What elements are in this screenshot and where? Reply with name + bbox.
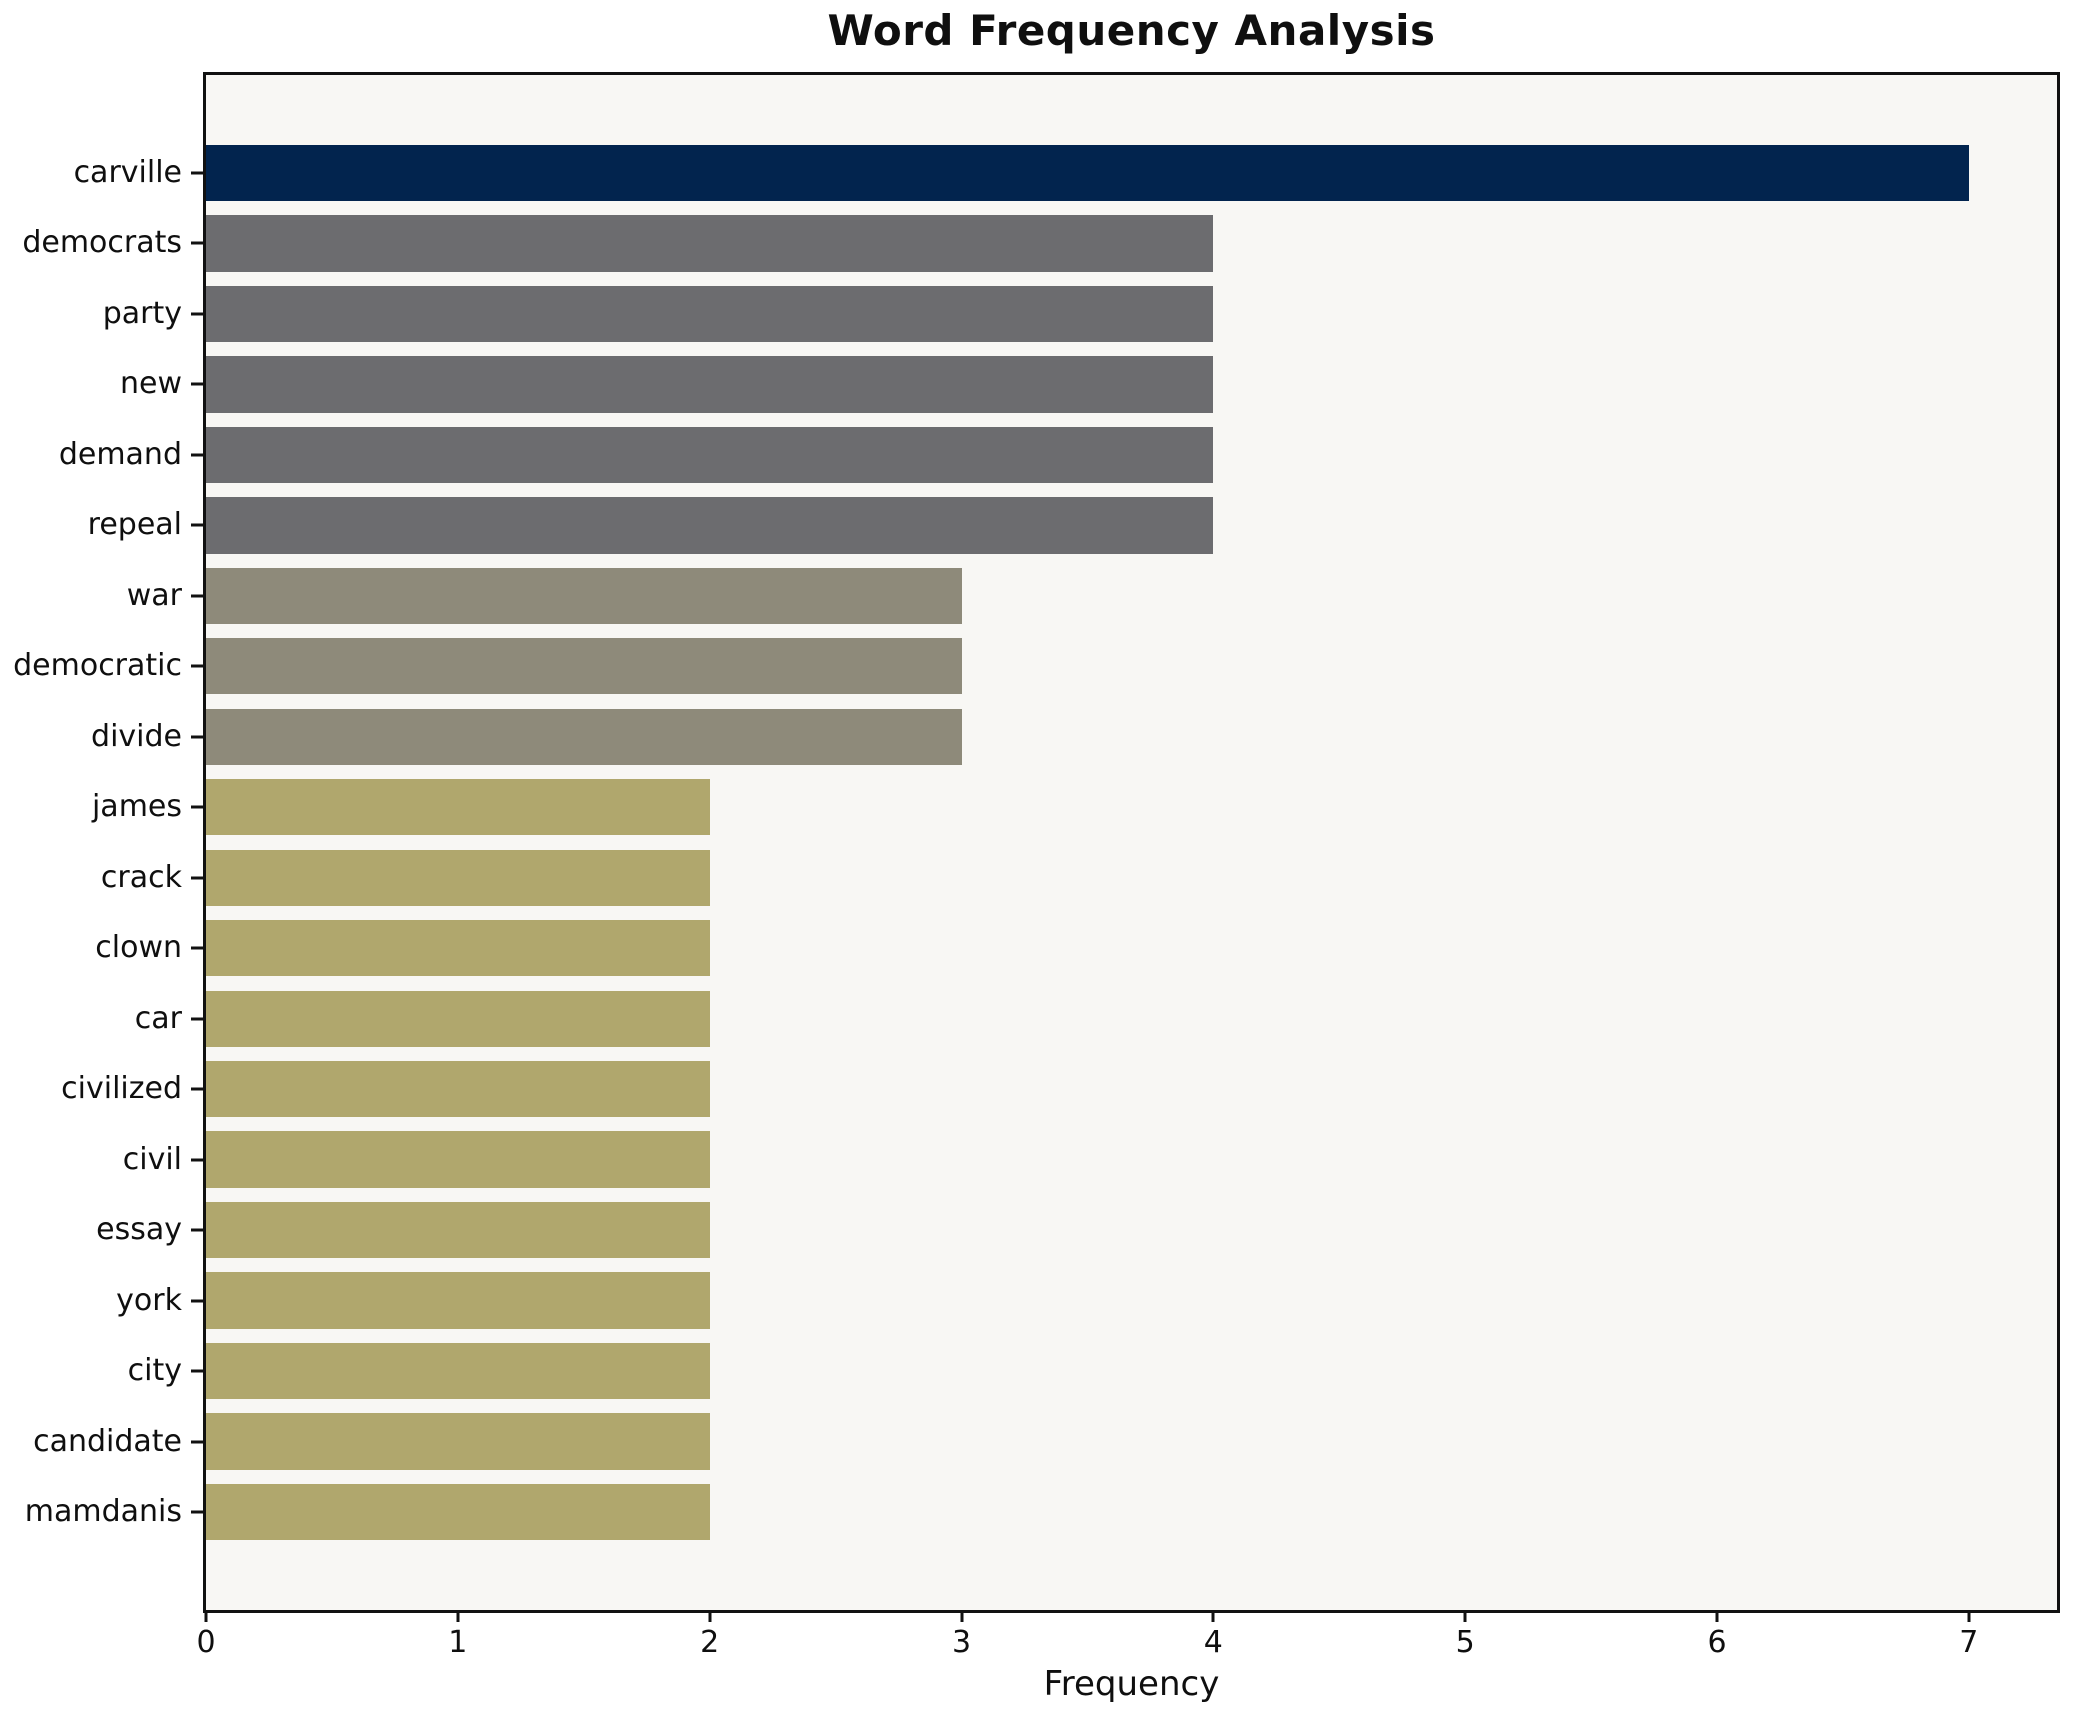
plot-area: carville democrats party new demand repeal war… — [13, 72, 2060, 1658]
bar — [206, 1342, 710, 1400]
bar — [206, 708, 962, 765]
bar — [206, 1060, 710, 1118]
y-tick-mark — [191, 1510, 203, 1514]
bar — [206, 1201, 710, 1259]
y-tick-label: democratic — [13, 648, 182, 684]
y-tick-label: democrats — [22, 225, 182, 261]
y-tick-label: carville — [73, 154, 182, 190]
y-tick-mark — [191, 1299, 203, 1303]
bar — [206, 779, 710, 836]
y-tick-label: divide — [91, 718, 182, 754]
x-tick-label: 0 — [196, 1625, 216, 1660]
x-tick-label: 3 — [951, 1625, 972, 1660]
y-tick-label: clown — [95, 930, 182, 966]
bar — [206, 215, 1214, 272]
y-tick-mark — [191, 1228, 203, 1232]
y-tick-mark — [191, 876, 203, 880]
y-tick-label: demand — [58, 436, 182, 472]
bar — [206, 849, 710, 906]
y-tick-label: war — [126, 577, 182, 613]
x-tick-mark — [1715, 1610, 1719, 1622]
y-tick-mark — [191, 1087, 203, 1091]
y-tick-label: new — [119, 366, 182, 402]
y-tick-mark — [191, 594, 203, 598]
y-tick-label: civil — [122, 1141, 182, 1177]
bar — [206, 990, 710, 1047]
y-tick-label: civilized — [61, 1071, 182, 1107]
chart-title: Word Frequency Analysis — [827, 6, 1436, 55]
x-tick-mark — [456, 1610, 460, 1622]
x-tick-label: 5 — [1455, 1625, 1475, 1660]
y-tick-mark — [191, 1158, 203, 1162]
y-tick-label: mamdanis — [24, 1494, 182, 1530]
x-tick-mark — [204, 1610, 208, 1622]
x-tick-mark — [1463, 1610, 1467, 1622]
bar — [206, 1483, 710, 1541]
y-tick-mark — [191, 946, 203, 950]
y-tick-mark — [191, 171, 203, 175]
y-tick-label: crack — [100, 859, 182, 895]
y-tick-label: candidate — [33, 1423, 182, 1459]
y-tick-mark — [191, 1369, 203, 1373]
bar — [206, 285, 1214, 343]
y-tick-mark — [191, 453, 203, 457]
x-tick-mark — [1967, 1610, 1971, 1622]
y-tick-mark — [191, 1017, 203, 1021]
y-tick-mark — [191, 805, 203, 809]
y-tick-label: repeal — [87, 507, 182, 543]
x-axis-label: Frequency — [1043, 1664, 1220, 1704]
bar — [206, 1131, 710, 1188]
x-tick-label: 1 — [448, 1625, 468, 1660]
y-tick-mark — [191, 241, 203, 245]
x-tick-mark — [1211, 1610, 1215, 1622]
x-tick-label: 6 — [1707, 1625, 1727, 1660]
y-tick-label: city — [127, 1353, 182, 1389]
bar — [206, 426, 1214, 484]
y-tick-label: party — [102, 295, 182, 331]
x-tick-label: 2 — [700, 1625, 720, 1660]
bar — [206, 567, 962, 624]
bar — [206, 638, 962, 695]
y-tick-mark — [191, 382, 203, 386]
y-tick-label: york — [116, 1282, 182, 1318]
y-tick-mark — [191, 664, 203, 668]
y-tick-mark — [191, 312, 203, 316]
bar — [206, 356, 1214, 413]
y-tick-label: car — [134, 1000, 182, 1036]
bar — [206, 144, 1969, 202]
x-tick-mark — [960, 1610, 963, 1622]
x-tick-label: 4 — [1203, 1625, 1223, 1660]
bar — [206, 1413, 710, 1470]
bar — [206, 920, 710, 977]
bar — [206, 497, 1214, 554]
x-tick-label: 7 — [1959, 1625, 1979, 1660]
y-tick-label: james — [91, 789, 182, 825]
x-tick-mark — [708, 1610, 712, 1622]
y-tick-mark — [191, 1440, 203, 1444]
y-tick-mark — [191, 523, 203, 527]
y-tick-label: essay — [96, 1212, 182, 1248]
y-tick-mark — [191, 735, 203, 739]
bar — [206, 1272, 710, 1329]
